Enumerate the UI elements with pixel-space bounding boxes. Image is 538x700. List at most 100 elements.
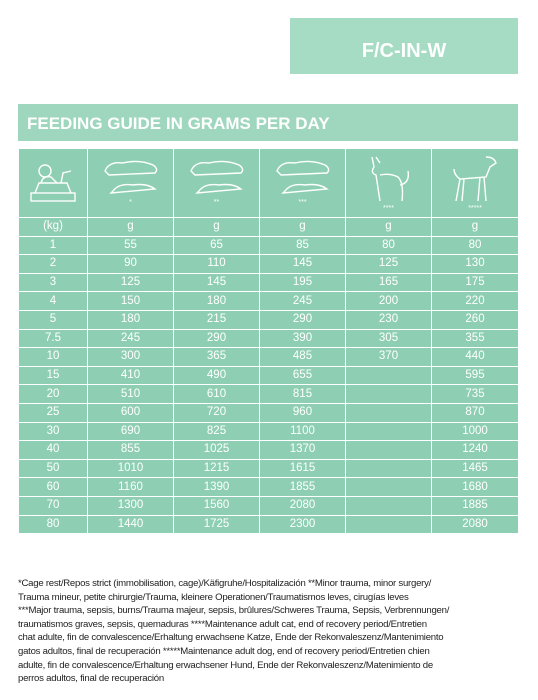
- amount-cell: 200: [345, 291, 432, 311]
- amount-cell: 130: [431, 254, 519, 274]
- unit-cell: g: [259, 217, 346, 237]
- amount-cell: 90: [87, 254, 174, 274]
- amount-cell: [345, 421, 432, 442]
- footnote-line: chat adulte, fin de convalescence/Erhalt…: [18, 632, 444, 644]
- data-row: 7.5 245 290 390 305 355: [18, 328, 519, 349]
- amount-cell: 960: [259, 402, 346, 423]
- data-row: 5 180 215 290 230 260: [18, 309, 519, 330]
- weight-cell: 30: [18, 421, 88, 442]
- amount-cell: 80: [345, 235, 432, 256]
- data-row: 40 855 1025 1370 1240: [18, 440, 519, 460]
- amount-cell: 1100: [259, 421, 346, 442]
- amount-cell: 440: [431, 347, 519, 367]
- data-row: 15 410 490 655 595: [18, 365, 519, 386]
- footnote-line: *Cage rest/Repos strict (immobilisation,…: [18, 578, 432, 589]
- amount-cell: 1440: [87, 514, 174, 535]
- amount-cell: 510: [87, 384, 174, 404]
- amount-cell: 175: [431, 272, 519, 293]
- data-row: 3 125 145 195 165 175: [18, 272, 519, 293]
- dog-icon: [275, 160, 329, 194]
- amount-cell: 1615: [259, 458, 346, 479]
- amount-cell: 150: [87, 291, 174, 311]
- dog-minor-cell: **: [173, 148, 260, 218]
- table-title: FEEDING GUIDE IN GRAMS PER DAY: [18, 104, 518, 141]
- amount-cell: 1025: [173, 440, 260, 460]
- amount-cell: 245: [259, 291, 346, 311]
- dog-standing-icon: [453, 156, 497, 202]
- amount-cell: 825: [173, 421, 260, 442]
- amount-cell: 1855: [259, 477, 346, 497]
- amount-cell: 595: [431, 365, 519, 386]
- cat-icon: [370, 156, 409, 202]
- data-row: 20 510 610 815 735: [18, 384, 519, 404]
- dog-rest-cell: *: [87, 148, 174, 218]
- amount-cell: 55: [87, 235, 174, 256]
- amount-cell: 355: [431, 328, 519, 349]
- amount-cell: 125: [345, 254, 432, 274]
- icon-row: * ** *** **** *****: [18, 148, 519, 218]
- amount-cell: 180: [173, 291, 260, 311]
- dog-icon: [103, 160, 157, 194]
- amount-cell: [345, 384, 432, 404]
- amount-cell: 1000: [431, 421, 519, 442]
- column-marker: ***: [298, 199, 307, 206]
- footnote-line: perros adultos, final de recuperación: [18, 673, 164, 685]
- amount-cell: [345, 365, 432, 386]
- dog-standing-cell: *****: [431, 148, 519, 218]
- amount-cell: [345, 402, 432, 423]
- amount-cell: 815: [259, 384, 346, 404]
- amount-cell: 2080: [259, 495, 346, 516]
- weight-cell: 40: [18, 440, 88, 460]
- amount-cell: 80: [431, 235, 519, 256]
- scale-icon: [30, 164, 76, 202]
- amount-cell: 870: [431, 402, 519, 423]
- weight-cell: 2: [18, 254, 88, 274]
- cat-cell: ****: [345, 148, 432, 218]
- weight-cell: 10: [18, 347, 88, 367]
- amount-cell: 1885: [431, 495, 519, 516]
- weight-cell: 20: [18, 384, 88, 404]
- amount-cell: 260: [431, 309, 519, 330]
- amount-cell: 610: [173, 384, 260, 404]
- footnote-line: traumatismos graves, sepsis, quemaduras …: [18, 618, 427, 630]
- footnote-line: Trauma mineur, petite chirurgie/Trauma, …: [18, 591, 409, 603]
- weight-cell: 3: [18, 272, 88, 293]
- data-row: 25 600 720 960 870: [18, 402, 519, 423]
- data-row: 2 90 110 145 125 130: [18, 254, 519, 274]
- column-marker: ****: [383, 205, 394, 212]
- amount-cell: 245: [87, 328, 174, 349]
- amount-cell: [345, 440, 432, 460]
- scale-icon-cell: [18, 148, 88, 218]
- data-row: 50 1010 1215 1615 1465: [18, 458, 519, 479]
- weight-cell: 15: [18, 365, 88, 386]
- weight-cell: 7.5: [18, 328, 88, 349]
- unit-cell: g: [345, 217, 432, 237]
- amount-cell: 2300: [259, 514, 346, 535]
- unit-cell: g: [431, 217, 519, 237]
- amount-cell: 65: [173, 235, 260, 256]
- weight-cell: 60: [18, 477, 88, 497]
- amount-cell: 180: [87, 309, 174, 330]
- footnote-line: adulte, fin de convalescence/Erhaltung e…: [18, 659, 433, 671]
- amount-cell: 1300: [87, 495, 174, 516]
- dog-major-cell: ***: [259, 148, 346, 218]
- amount-cell: 1390: [173, 477, 260, 497]
- weight-cell: 70: [18, 495, 88, 516]
- data-row: 1 55 65 85 80 80: [18, 235, 519, 256]
- data-row: 4 150 180 245 200 220: [18, 291, 519, 311]
- amount-cell: 2080: [431, 514, 519, 535]
- amount-cell: 290: [173, 328, 260, 349]
- footnote: *Cage rest/Repos strict (immobilisation,…: [18, 577, 523, 686]
- amount-cell: 195: [259, 272, 346, 293]
- unit-cell: g: [87, 217, 174, 237]
- amount-cell: 600: [87, 402, 174, 423]
- amount-cell: 1370: [259, 440, 346, 460]
- amount-cell: 855: [87, 440, 174, 460]
- amount-cell: 300: [87, 347, 174, 367]
- amount-cell: 390: [259, 328, 346, 349]
- amount-cell: 490: [173, 365, 260, 386]
- table-body: * ** *** **** ***** (kg): [18, 148, 519, 535]
- amount-cell: 1465: [431, 458, 519, 479]
- amount-cell: 220: [431, 291, 519, 311]
